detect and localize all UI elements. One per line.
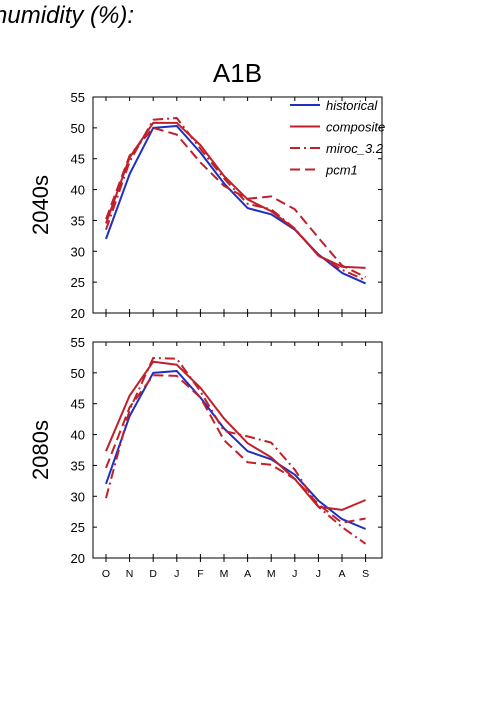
- y-tick-label: 35: [71, 213, 85, 228]
- y-tick-label: 25: [71, 520, 85, 535]
- plot-frame: [92, 96, 383, 314]
- chart-panel-2080s: 20 25 30 35 40 45 50 55 O N D J F M A M J J A S 2080s: [28, 335, 383, 580]
- y-tick-label: 20: [71, 306, 85, 321]
- y-tick-label: 45: [71, 152, 85, 167]
- row-label: 2040s: [28, 175, 53, 235]
- y-tick-label: 40: [71, 183, 85, 198]
- x-tick-label: J: [174, 568, 179, 580]
- y-tick-label: 25: [71, 275, 85, 290]
- y-tick-label: 40: [71, 428, 85, 443]
- legend-label: pcm1: [325, 163, 358, 178]
- series-line-pcm1: [105, 374, 366, 524]
- series-line-historical: [105, 370, 366, 530]
- legend: historical composite miroc_3.2 pcm1: [290, 98, 385, 178]
- row-label: 2080s: [28, 420, 53, 480]
- y-tick-label: 50: [71, 366, 85, 381]
- series-line-composite: [105, 360, 366, 511]
- y-tick-label: 35: [71, 458, 85, 473]
- y-tick-label: 50: [71, 121, 85, 136]
- legend-label: historical: [326, 98, 378, 113]
- x-tick-label: M: [220, 568, 229, 580]
- legend-label: composite: [326, 120, 385, 135]
- x-tick-label: M: [267, 568, 276, 580]
- x-tick-label: J: [292, 568, 297, 580]
- page-title: humidity (%):: [0, 2, 135, 29]
- panel-title: A1B: [213, 58, 262, 88]
- legend-label: miroc_3.2: [326, 141, 384, 156]
- y-tick-label: 55: [71, 90, 85, 105]
- x-tick-label: F: [197, 568, 203, 580]
- y-tick-label: 30: [71, 244, 85, 259]
- y-tick-label: 55: [71, 335, 85, 350]
- y-tick-label: 20: [71, 551, 85, 566]
- y-tick-label: 30: [71, 489, 85, 504]
- plot-frame: [92, 341, 383, 559]
- x-tick-label: O: [102, 568, 110, 580]
- x-tick-label: A: [338, 568, 345, 580]
- x-tick-label: J: [316, 568, 321, 580]
- series-line-pcm1: [105, 126, 367, 279]
- x-tick-label: D: [149, 568, 157, 580]
- x-tick-label: S: [362, 568, 369, 580]
- chart-panel-2040s: 20 25 30 35 40 45 50 55 A1B 2040s: [28, 58, 383, 321]
- x-tick-label: N: [126, 568, 134, 580]
- y-tick-label: 45: [71, 397, 85, 412]
- x-tick-label: A: [244, 568, 251, 580]
